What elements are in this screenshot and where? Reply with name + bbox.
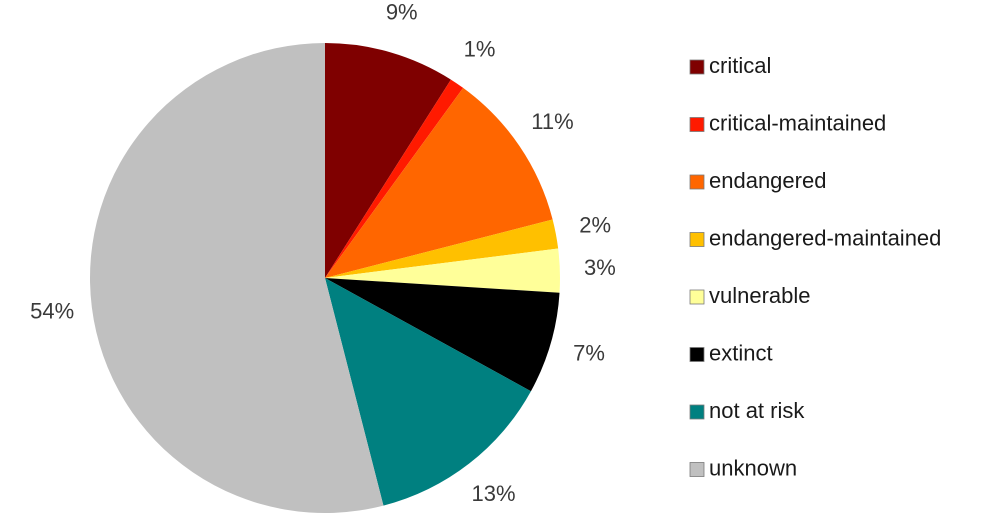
legend-label-vulnerable: vulnerable — [709, 283, 811, 308]
slice-critical-maintained — [325, 79, 464, 278]
legend-swatch-vulnerable — [689, 289, 705, 305]
percent-label-vulnerable: 3% — [584, 255, 616, 280]
legend-swatch-critical — [689, 59, 705, 75]
legend: critical critical-maintained endangered end… — [689, 53, 941, 480]
slice-unknown — [89, 42, 384, 514]
percent-labels: 9% 1% 11% 2% 3% 7% 13% 54% — [30, 0, 616, 506]
slice-not-at-risk — [325, 278, 531, 506]
percent-label-unknown: 54% — [30, 298, 74, 323]
legend-label-endangered: endangered — [709, 168, 826, 193]
legend-swatch-endangered-maintained — [689, 232, 705, 247]
legend-label-critical-maintained: critical-maintained — [709, 110, 886, 135]
slice-extinct — [325, 278, 560, 392]
legend-swatch-extinct — [689, 347, 705, 362]
slice-critical — [325, 43, 451, 278]
percent-label-critical: 9% — [386, 0, 418, 25]
percent-label-extinct: 7% — [573, 341, 605, 366]
legend-label-extinct: extinct — [709, 340, 773, 365]
legend-swatch-unknown — [689, 462, 705, 477]
slice-endangered-maintained — [325, 219, 559, 278]
percent-label-endangered: 11% — [531, 109, 573, 134]
legend-swatch-not-at-risk — [689, 404, 705, 420]
legend-label-unknown: unknown — [709, 455, 797, 480]
legend-swatch-endangered — [689, 174, 705, 190]
slice-vulnerable — [325, 248, 560, 293]
percent-label-not-at-risk: 13% — [472, 481, 516, 506]
legend-swatch-critical-maintained — [689, 117, 705, 132]
percent-label-endangered-maintained: 2% — [579, 212, 611, 237]
legend-label-not-at-risk: not at risk — [709, 398, 805, 423]
legend-label-endangered-maintained: endangered-maintained — [709, 225, 941, 250]
pie-slices — [89, 42, 560, 514]
percent-label-critical-maintained: 1% — [464, 36, 496, 61]
slice-endangered — [325, 87, 553, 278]
legend-label-critical: critical — [709, 53, 771, 78]
